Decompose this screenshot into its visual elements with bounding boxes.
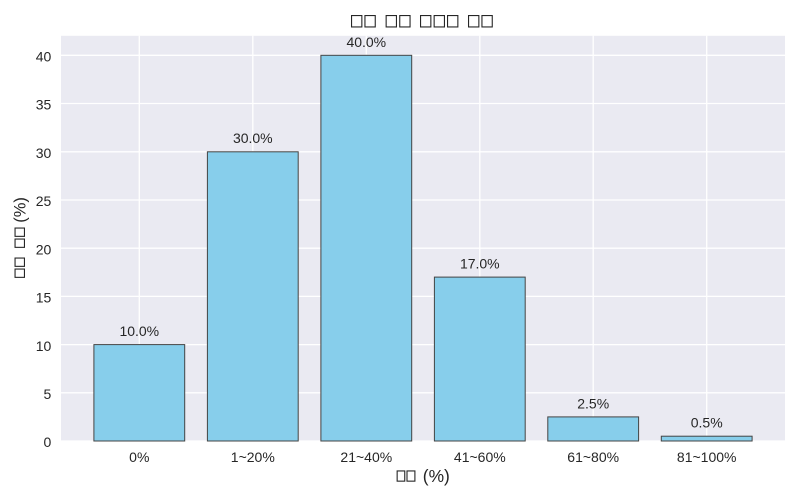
svg-text:40.0%: 40.0%: [346, 34, 386, 50]
svg-text:0%: 0%: [129, 449, 149, 465]
svg-text:25: 25: [36, 193, 52, 209]
svg-text:(%): (%): [423, 466, 450, 486]
svg-text:10.0%: 10.0%: [119, 323, 159, 339]
svg-text:40: 40: [36, 49, 52, 65]
svg-text:0.5%: 0.5%: [691, 415, 723, 431]
svg-text:0: 0: [44, 434, 52, 450]
svg-text:30.0%: 30.0%: [233, 130, 273, 146]
svg-text:15: 15: [36, 290, 52, 306]
svg-text:30: 30: [36, 145, 52, 161]
svg-text:35: 35: [36, 97, 52, 113]
svg-text:1~20%: 1~20%: [231, 449, 275, 465]
svg-text:41~60%: 41~60%: [454, 449, 506, 465]
svg-text:5: 5: [44, 386, 52, 402]
svg-text:17.0%: 17.0%: [460, 256, 500, 272]
svg-text:10: 10: [36, 338, 52, 354]
svg-text:21~40%: 21~40%: [340, 449, 392, 465]
svg-text:(%): (%): [12, 197, 30, 223]
svg-text:2.5%: 2.5%: [577, 395, 609, 411]
svg-text:20: 20: [36, 241, 52, 257]
svg-text:61~80%: 61~80%: [567, 449, 619, 465]
svg-text:81~100%: 81~100%: [677, 449, 737, 465]
